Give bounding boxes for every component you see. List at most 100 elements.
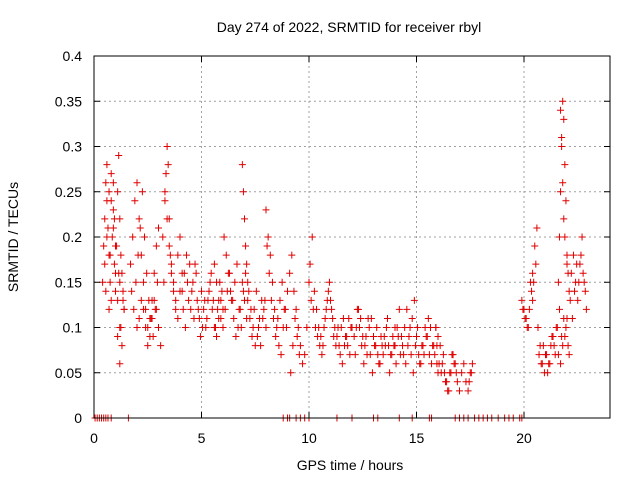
y-tick-label: 0.25 (55, 184, 82, 200)
data-point (535, 351, 543, 359)
data-point (411, 342, 419, 350)
data-point (578, 233, 586, 241)
plot-frame (93, 55, 611, 419)
data-point (383, 314, 391, 322)
data-point (523, 324, 531, 331)
data-point (581, 287, 589, 295)
data-point (260, 305, 268, 313)
data-point (329, 314, 337, 322)
data-point (161, 197, 169, 205)
data-point (155, 324, 162, 331)
x-tick-label: 5 (198, 430, 206, 446)
y-tick-label: 0.1 (63, 320, 83, 336)
x-tick-label: 15 (409, 430, 425, 446)
data-point (139, 305, 147, 313)
data-point (293, 333, 301, 341)
y-tick-label: 0.05 (55, 365, 82, 381)
data-point (103, 161, 111, 169)
data-point (222, 251, 230, 259)
data-point (382, 324, 390, 331)
data-point (262, 324, 270, 331)
data-point (319, 342, 327, 350)
data-point (139, 278, 147, 286)
data-point (338, 360, 346, 368)
data-point (210, 260, 218, 268)
data-point (172, 305, 180, 313)
data-point (214, 305, 222, 313)
data-point (172, 296, 180, 304)
data-point (190, 314, 198, 322)
data-point (213, 333, 221, 341)
data-point (267, 296, 275, 304)
data-point (538, 360, 546, 368)
data-point (115, 269, 123, 277)
data-point (242, 269, 250, 277)
data-point (257, 342, 265, 350)
data-point (401, 324, 409, 331)
data-point (174, 251, 182, 259)
data-point (118, 342, 126, 350)
data-point (219, 324, 227, 331)
data-point (373, 324, 381, 331)
data-point (560, 314, 568, 322)
data-point (167, 260, 175, 268)
data-point (115, 152, 123, 160)
data-point (358, 342, 366, 350)
data-point (243, 260, 251, 268)
data-point (340, 342, 348, 350)
data-point (295, 351, 303, 359)
data-point (163, 143, 171, 150)
data-point (318, 351, 326, 359)
data-point (332, 342, 340, 350)
data-point (164, 161, 172, 169)
data-point (157, 342, 165, 350)
data-point (120, 305, 128, 313)
data-point (182, 251, 190, 259)
data-point (207, 269, 215, 277)
data-point (525, 305, 533, 313)
data-point (224, 269, 232, 277)
data-point (188, 287, 196, 295)
data-point (395, 305, 403, 313)
data-point (161, 188, 169, 196)
data-point (138, 188, 146, 196)
data-point (184, 278, 192, 286)
y-tick-label: 0.3 (63, 139, 83, 155)
data-point (264, 233, 272, 241)
data-point (561, 233, 569, 241)
data-point (313, 305, 321, 313)
data-point (290, 287, 298, 295)
data-point (142, 324, 150, 331)
data-point (244, 278, 252, 286)
data-point (577, 251, 585, 259)
data-point (294, 324, 302, 331)
data-point (170, 287, 178, 295)
data-point (573, 260, 581, 268)
data-point (263, 242, 271, 250)
data-point (564, 342, 572, 350)
data-point (148, 314, 156, 322)
data-point (519, 305, 527, 313)
data-point (434, 333, 442, 341)
data-point (239, 188, 247, 196)
data-point (574, 296, 582, 304)
data-point (453, 378, 461, 386)
data-point (242, 242, 250, 250)
data-point (206, 278, 214, 286)
data-point (233, 260, 241, 268)
data-point (221, 305, 229, 313)
data-point (235, 305, 243, 313)
data-point (420, 351, 428, 359)
data-point (150, 296, 158, 304)
data-point (560, 215, 568, 223)
axis-tick-labels: 0 0.05 0.1 0.15 0.2 0.25 0.3 0.35 0.4 0 5 10 15 20 (55, 48, 532, 446)
data-point (155, 224, 162, 232)
data-point (393, 324, 401, 331)
data-point (353, 305, 361, 313)
data-point (533, 224, 541, 232)
data-point (323, 296, 331, 304)
data-point (246, 314, 254, 322)
data-point (136, 224, 144, 232)
data-point (540, 369, 548, 377)
